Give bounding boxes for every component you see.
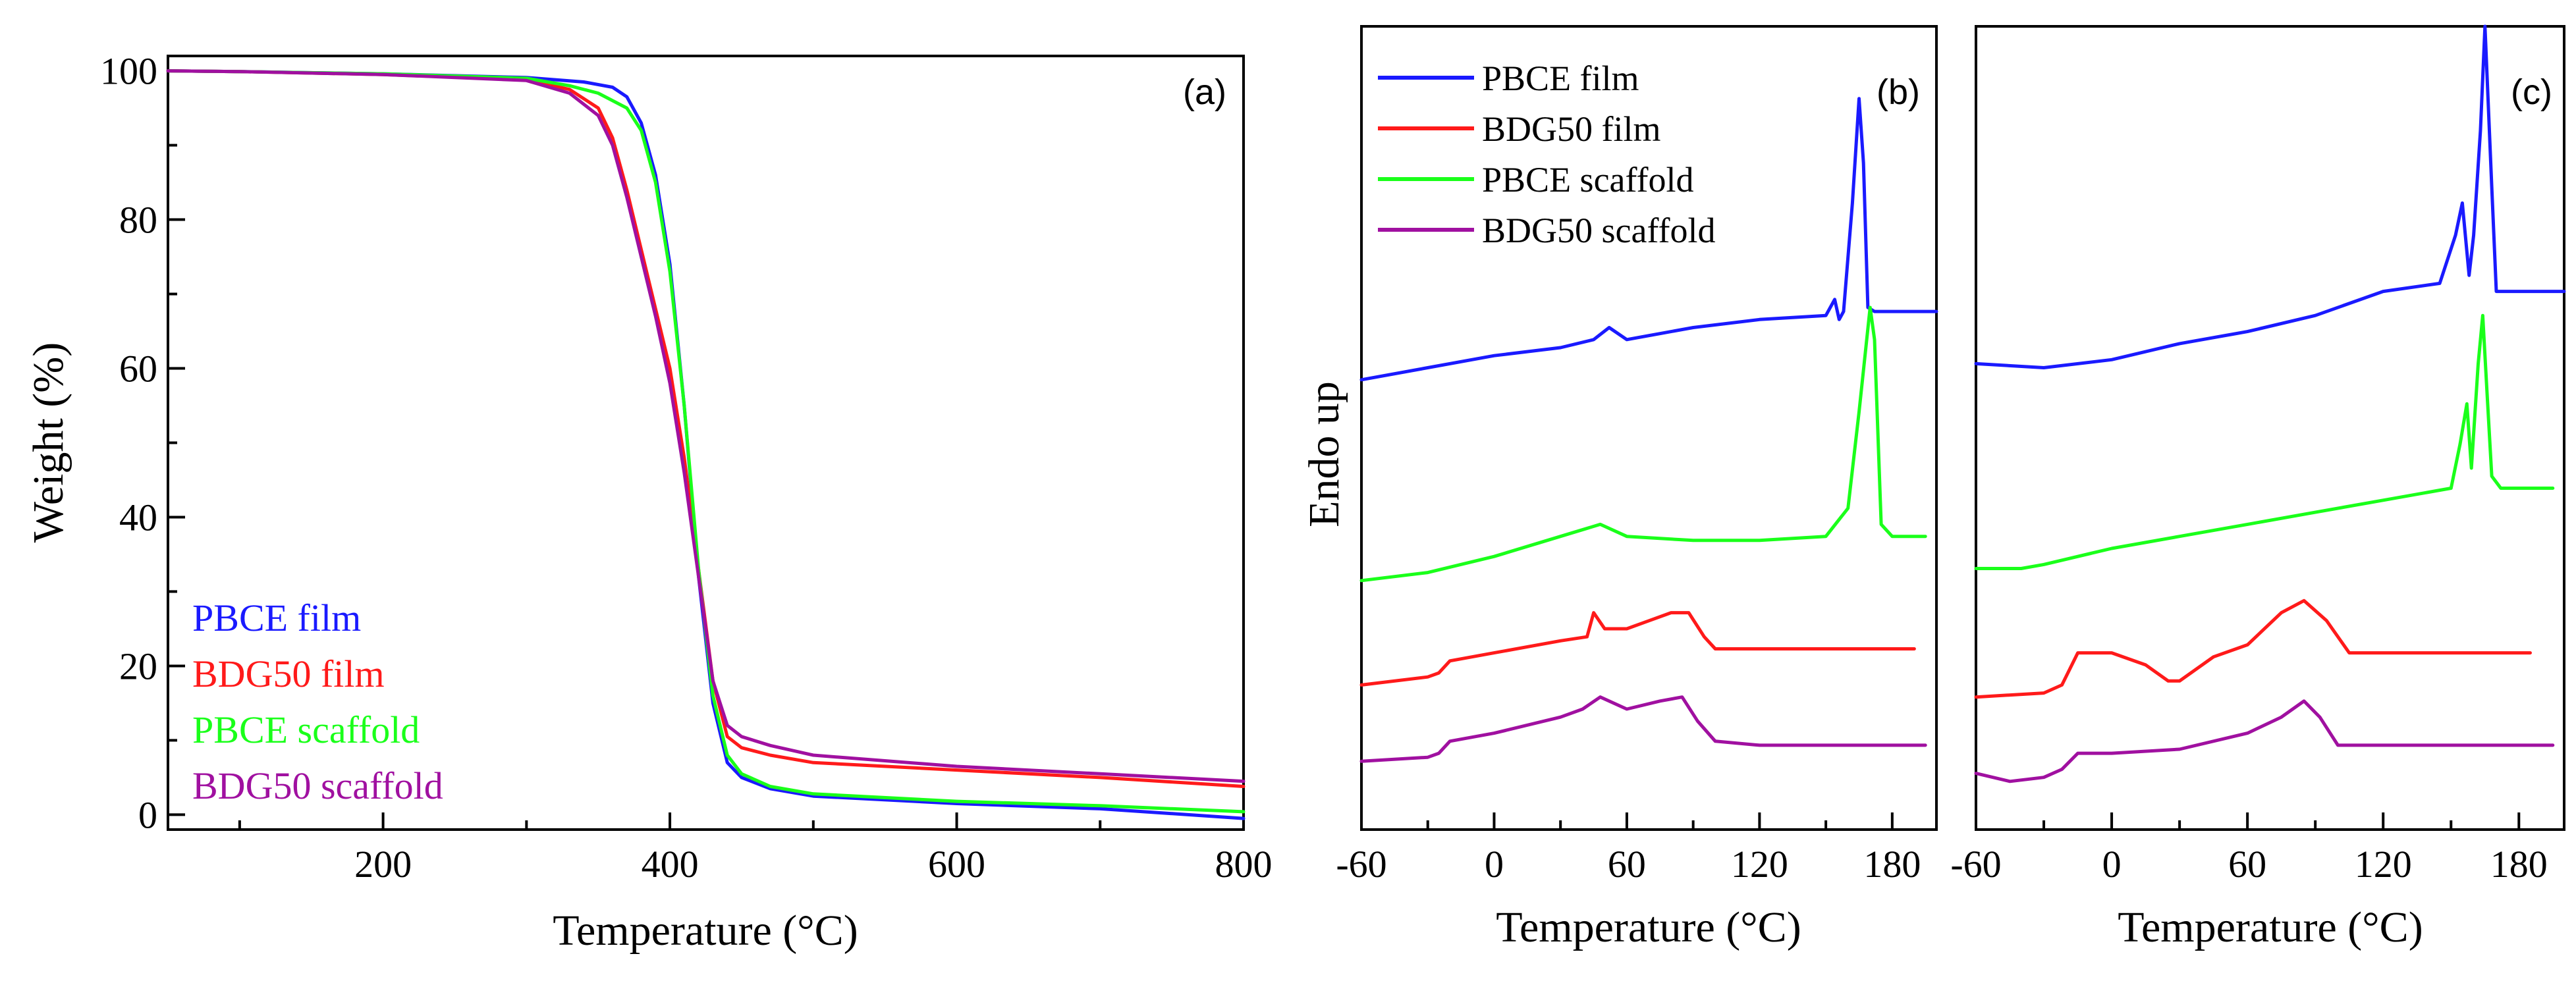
panel-c: -60 0 60 120 180 (c) Temperature (°C) [1950,24,2566,951]
series-b-pbce-film [1359,97,1938,382]
x-tick-label-c-120: 120 [2355,843,2412,886]
y-tick-label-a-40: 40 [119,496,157,539]
legend-b-pbce-scaffold: PBCE scaffold [1482,160,1694,199]
series-a-pbce-film [166,69,1246,820]
panel-c-curves [1974,24,2566,783]
panel-c-label: (c) [2511,72,2552,112]
x-tick-label-a-200: 200 [354,843,412,886]
x-tick-label-c-60: 60 [2228,843,2266,886]
panel-b-frame [1360,25,1938,831]
y-tick-label-a-0: 0 [138,793,157,836]
y-tick-label-a-80: 80 [119,199,157,242]
panel-b: -60 0 60 120 180 (b) Temperature (°C) Endo u… [1300,25,1938,951]
x-tick-label-b-180: 180 [1863,843,1921,886]
panel-b-curves [1359,97,1938,763]
x-tick-label-b-60: 60 [1608,843,1646,886]
legend-a-bdg50-film: BDG50 film [192,652,385,695]
series-b-bdg50-film [1359,611,1916,687]
x-tick-label-a-800: 800 [1215,843,1273,886]
panel-c-frame [1975,25,2565,831]
legend-a-pbce-film: PBCE film [192,597,361,639]
panel-b-label: (b) [1877,72,1920,112]
panel-c-x-label: Temperature (°C) [2118,903,2423,951]
x-tick-label-c-0: 0 [2102,843,2122,886]
x-tick-label-b-0: 0 [1485,843,1504,886]
legend-a-bdg50-scaffold: BDG50 scaffold [192,764,443,807]
panel-a-label: (a) [1183,72,1226,112]
x-tick-label-c-180: 180 [2490,843,2548,886]
panel-a-x-label: Temperature (°C) [553,907,858,955]
panel-a-curves [166,69,1246,820]
legend-b-pbce-film: PBCE film [1482,59,1639,98]
series-c-pbce-scaffold [1974,313,2555,570]
panel-a: 200 400 600 800 0 20 40 60 80 100 (a) Temperatur… [24,50,1273,955]
series-c-pbce-film [1974,24,2566,369]
legend-b-bdg50-scaffold: BDG50 scaffold [1482,211,1715,250]
series-b-pbce-scaffold [1359,305,1927,583]
series-c-bdg50-scaffold [1974,699,2555,783]
panel-b-legend: PBCE film BDG50 film PBCE scaffold BDG50… [1378,59,1715,250]
panel-b-x-label: Temperature (°C) [1496,903,1801,951]
panel-a-x-axis: 200 400 600 800 [238,812,1273,886]
legend-b-bdg50-film: BDG50 film [1482,109,1661,149]
panel-b-y-label: Endo up [1300,381,1348,527]
y-tick-label-a-20: 20 [119,645,157,687]
series-b-bdg50-scaffold [1359,695,1927,763]
x-tick-label-b-120: 120 [1731,843,1788,886]
panel-a-y-axis: 0 20 40 60 80 100 [100,50,185,836]
panel-c-x-axis: -60 0 60 120 180 [1950,812,2548,886]
y-tick-label-a-100: 100 [100,50,157,93]
legend-a-pbce-scaffold: PBCE scaffold [192,708,420,751]
panel-b-x-axis: -60 0 60 120 180 [1336,812,1921,886]
panel-a-y-label: Weight (%) [24,342,72,543]
series-a-bdg50-scaffold [166,69,1246,783]
series-a-pbce-scaffold [166,69,1246,814]
y-tick-label-a-60: 60 [119,348,157,390]
series-a-bdg50-film [166,69,1246,788]
x-tick-label-c-60: -60 [1950,843,2001,886]
x-tick-label-b-60: -60 [1336,843,1386,886]
x-tick-label-a-600: 600 [928,843,985,886]
series-c-bdg50-film [1974,598,2532,699]
panel-a-legend: PBCE film BDG50 film PBCE scaffold BDG50… [192,597,443,807]
x-tick-label-a-400: 400 [642,843,699,886]
